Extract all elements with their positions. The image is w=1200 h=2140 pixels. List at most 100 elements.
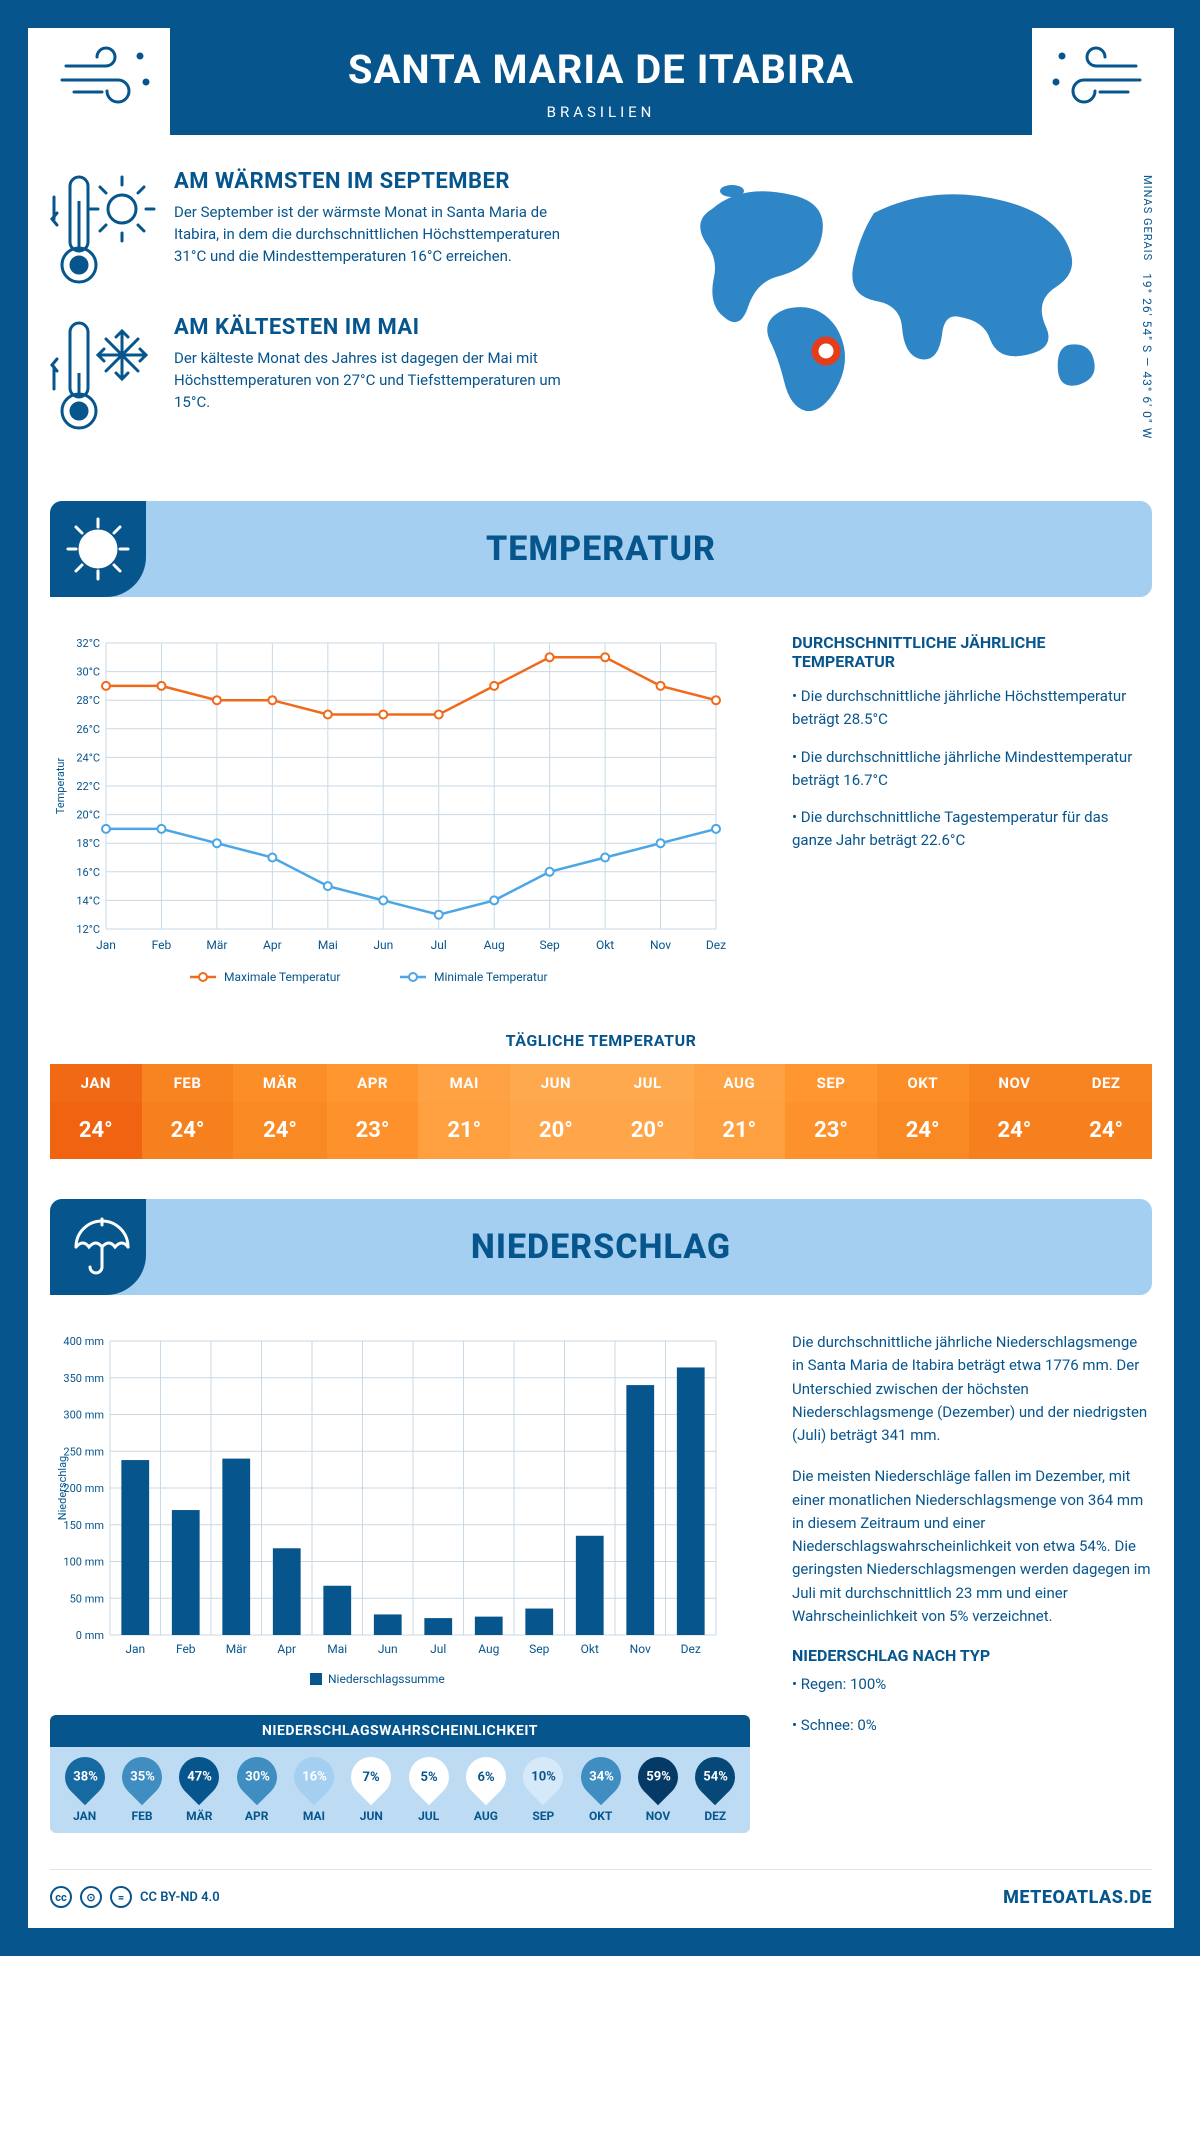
precip-text: Die durchschnittliche jährliche Niedersc…	[792, 1331, 1152, 1833]
probability-month: AUG	[457, 1809, 514, 1823]
nd-icon: =	[110, 1886, 132, 1908]
drop-icon: 34%	[581, 1757, 621, 1805]
probability-cell: 10%SEP	[515, 1757, 572, 1823]
drop-icon: 5%	[409, 1757, 449, 1805]
temp-text-p2: • Die durchschnittliche jährliche Mindes…	[792, 746, 1152, 793]
svg-text:16°C: 16°C	[76, 866, 100, 879]
svg-text:20°C: 20°C	[76, 809, 100, 822]
temp-cell: 24°	[142, 1102, 234, 1159]
month-header: SEP	[785, 1064, 877, 1102]
table-header-row: JANFEBMÄRAPRMAIJUNJULAUGSEPOKTNOVDEZ	[50, 1064, 1152, 1102]
fact-cold: AM KÄLTESTEN IM MAI Der kälteste Monat d…	[50, 315, 652, 435]
svg-text:24°C: 24°C	[76, 751, 100, 764]
sun-icon	[50, 501, 146, 597]
temp-cell: 24°	[50, 1102, 142, 1159]
month-header: DEZ	[1060, 1064, 1152, 1102]
daily-temp-table: JANFEBMÄRAPRMAIJUNJULAUGSEPOKTNOVDEZ 24°…	[50, 1064, 1152, 1159]
coordinates: MINAS GERAIS 19° 26' 54" S — 43° 6' 0" W	[1140, 175, 1154, 439]
svg-text:100 mm: 100 mm	[63, 1556, 104, 1569]
wind-icon-left	[50, 28, 170, 118]
probability-month: NOV	[629, 1809, 686, 1823]
svg-text:Apr: Apr	[277, 1642, 296, 1656]
probability-month: MAI	[285, 1809, 342, 1823]
precip-type-heading: NIEDERSCHLAG NACH TYP	[792, 1646, 1152, 1665]
svg-text:Temperatur: Temperatur	[54, 758, 67, 815]
svg-text:18°C: 18°C	[76, 837, 100, 850]
svg-text:Niederschlag: Niederschlag	[56, 1456, 69, 1520]
temp-cell: 24°	[877, 1102, 969, 1159]
temp-cell: 20°	[510, 1102, 602, 1159]
title-band: SANTA MARIA DE ITABIRA BRASILIEN	[170, 28, 1032, 135]
page-subtitle: BRASILIEN	[180, 103, 1022, 121]
probability-cell: 47%MÄR	[171, 1757, 228, 1823]
temp-text-heading: DURCHSCHNITTLICHE JÄHRLICHE TEMPERATUR	[792, 633, 1152, 671]
month-header: JUN	[510, 1064, 602, 1102]
probability-month: JUN	[343, 1809, 400, 1823]
svg-text:32°C: 32°C	[76, 637, 100, 650]
svg-text:Jul: Jul	[430, 1642, 446, 1656]
page-title: SANTA MARIA DE ITABIRA	[180, 46, 1022, 93]
precip-bar-chart: 0 mm50 mm100 mm150 mm200 mm250 mm300 mm3…	[50, 1331, 730, 1691]
month-header: MAI	[418, 1064, 510, 1102]
svg-text:12°C: 12°C	[76, 923, 100, 936]
world-map: MINAS GERAIS 19° 26' 54" S — 43° 6' 0" W	[682, 169, 1152, 461]
license-text: CC BY-ND 4.0	[140, 1890, 220, 1905]
probability-cell: 54%DEZ	[687, 1757, 744, 1823]
drop-icon: 38%	[65, 1757, 105, 1805]
probability-cell: 38% JAN	[56, 1757, 113, 1823]
svg-text:300 mm: 300 mm	[63, 1409, 104, 1422]
section-niederschlag-head: NIEDERSCHLAG	[50, 1199, 1152, 1295]
fact-warm-heading: AM WÄRMSTEN IM SEPTEMBER	[174, 169, 574, 194]
svg-text:Jun: Jun	[378, 1642, 398, 1656]
probability-month: APR	[228, 1809, 285, 1823]
precip-block: 0 mm50 mm100 mm150 mm200 mm250 mm300 mm3…	[50, 1331, 1152, 1833]
fact-warm: AM WÄRMSTEN IM SEPTEMBER Der September i…	[50, 169, 652, 289]
svg-text:Niederschlagssumme: Niederschlagssumme	[328, 1672, 445, 1686]
month-header: JAN	[50, 1064, 142, 1102]
probability-cell: 59% NOV	[629, 1757, 686, 1823]
month-header: OKT	[877, 1064, 969, 1102]
probability-cell: 34% OKT	[572, 1757, 629, 1823]
temp-text: DURCHSCHNITTLICHE JÄHRLICHE TEMPERATUR •…	[792, 633, 1152, 997]
svg-text:150 mm: 150 mm	[63, 1519, 104, 1532]
svg-text:Nov: Nov	[650, 938, 671, 952]
intro: AM WÄRMSTEN IM SEPTEMBER Der September i…	[50, 169, 1152, 461]
svg-text:200 mm: 200 mm	[63, 1482, 104, 1495]
drop-icon: 59%	[638, 1757, 678, 1805]
svg-text:Mai: Mai	[327, 1642, 347, 1656]
svg-text:Aug: Aug	[484, 938, 505, 952]
fact-cold-heading: AM KÄLTESTEN IM MAI	[174, 315, 574, 340]
by-icon: ⊙	[80, 1886, 102, 1908]
probability-cell: 7%JUN	[343, 1757, 400, 1823]
precip-type-p1: • Regen: 100%	[792, 1673, 1152, 1696]
month-header: JUL	[602, 1064, 694, 1102]
svg-text:28°C: 28°C	[76, 694, 100, 707]
probability-month: OKT	[572, 1809, 629, 1823]
month-header: MÄR	[233, 1064, 326, 1102]
svg-text:26°C: 26°C	[76, 723, 100, 736]
cc-icon: cc	[50, 1886, 72, 1908]
probability-month: JAN	[56, 1809, 113, 1823]
page: SANTA MARIA DE ITABIRA BRASILIEN AM WÄRM…	[0, 0, 1200, 1956]
svg-text:250 mm: 250 mm	[63, 1445, 104, 1458]
precip-p1: Die durchschnittliche jährliche Niedersc…	[792, 1331, 1152, 1447]
probability-cell: 16%MAI	[285, 1757, 342, 1823]
precip-type-p2: • Schnee: 0%	[792, 1714, 1152, 1737]
svg-text:Jul: Jul	[431, 938, 447, 952]
svg-text:Mär: Mär	[226, 1642, 247, 1656]
temp-cell: 24°	[233, 1102, 326, 1159]
svg-text:Nov: Nov	[630, 1642, 651, 1656]
temp-text-p1: • Die durchschnittliche jährliche Höchst…	[792, 685, 1152, 732]
svg-text:Jun: Jun	[373, 938, 393, 952]
probability-cell: 5%JUL	[400, 1757, 457, 1823]
month-header: AUG	[694, 1064, 786, 1102]
drop-icon: 35%	[122, 1757, 162, 1805]
svg-text:350 mm: 350 mm	[63, 1372, 104, 1385]
svg-text:Maximale Temperatur: Maximale Temperatur	[224, 970, 340, 984]
umbrella-icon	[50, 1199, 146, 1295]
svg-text:Feb: Feb	[176, 1642, 196, 1656]
svg-text:Aug: Aug	[478, 1642, 499, 1656]
probability-month: SEP	[515, 1809, 572, 1823]
precip-p2: Die meisten Niederschläge fallen im Deze…	[792, 1465, 1152, 1628]
svg-text:Jan: Jan	[125, 1642, 145, 1656]
